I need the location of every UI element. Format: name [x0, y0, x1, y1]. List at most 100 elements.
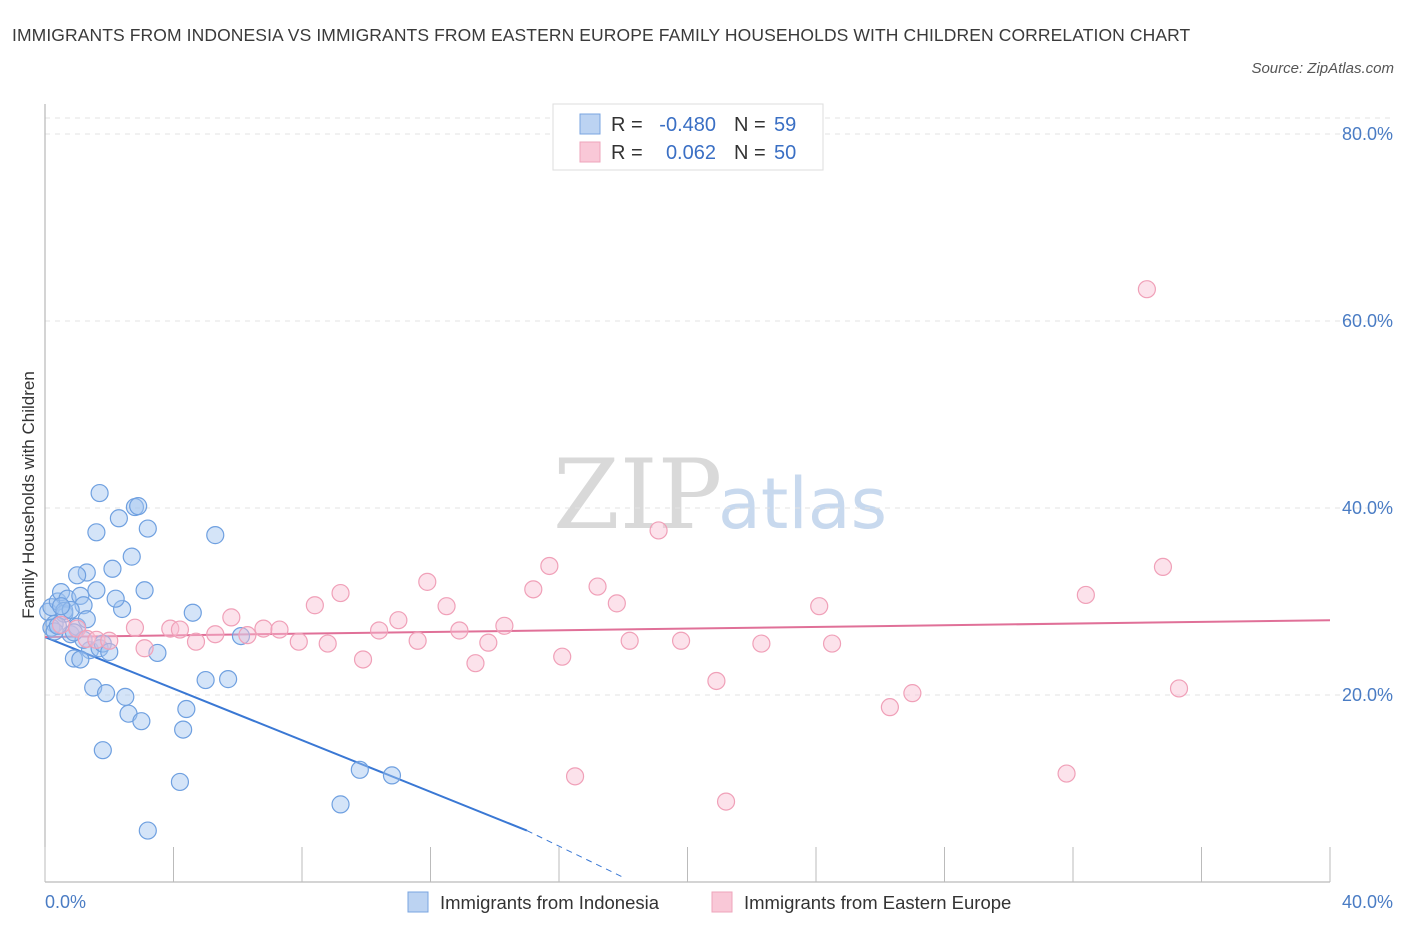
point-eastern-europe [588, 577, 607, 596]
watermark-zip: ZIP [553, 439, 722, 551]
legend-bottom: Immigrants from Indonesia Immigrants fro… [407, 891, 1011, 913]
point-eastern-europe [649, 521, 668, 540]
point-indonesia [129, 497, 148, 516]
point-eastern-europe [318, 634, 337, 653]
point-eastern-europe [222, 608, 241, 627]
point-indonesia [331, 795, 350, 814]
y-tick-label-20: 20.0% [1342, 685, 1393, 705]
point-indonesia [177, 699, 196, 719]
legend-top: R = -0.480 N = 59 R = 0.062 N = 50 [552, 103, 824, 171]
point-eastern-europe [305, 596, 324, 615]
point-eastern-europe [186, 632, 206, 651]
point-indonesia [122, 547, 141, 566]
point-eastern-europe [353, 650, 373, 669]
y-tick-label-40: 40.0% [1342, 498, 1393, 518]
point-eastern-europe [125, 618, 145, 637]
point-indonesia [206, 526, 225, 545]
point-indonesia [61, 600, 80, 620]
point-eastern-europe [752, 634, 771, 653]
bottom-legend-swatch-blue [407, 891, 429, 913]
point-indonesia [90, 483, 109, 503]
legend-swatch-pink [579, 141, 601, 163]
legend-swatch-blue [579, 113, 601, 135]
point-indonesia [116, 687, 135, 706]
point-eastern-europe [389, 611, 408, 630]
point-eastern-europe [822, 634, 842, 653]
chart-source: Source: ZipAtlas.com [1251, 60, 1394, 77]
point-eastern-europe [270, 620, 289, 639]
point-indonesia [112, 599, 132, 619]
point-eastern-europe [450, 621, 469, 640]
point-indonesia [64, 649, 84, 668]
point-eastern-europe [707, 671, 726, 691]
point-indonesia [382, 766, 402, 785]
point-indonesia [350, 760, 369, 779]
point-eastern-europe [206, 625, 225, 644]
point-eastern-europe [238, 626, 257, 645]
point-indonesia [93, 741, 112, 760]
point-indonesia [45, 622, 64, 641]
legend-n-value-pink: 50 [774, 142, 796, 164]
point-eastern-europe [161, 619, 180, 638]
point-indonesia [51, 597, 71, 616]
trend-line-indonesia-extension [526, 830, 624, 878]
point-eastern-europe [254, 619, 273, 638]
point-indonesia [96, 684, 116, 703]
point-indonesia [135, 581, 154, 600]
gridlines [45, 117, 1393, 696]
point-eastern-europe [671, 631, 691, 650]
point-eastern-europe [331, 583, 350, 603]
point-indonesia [219, 670, 238, 689]
point-eastern-europe [1153, 557, 1173, 577]
point-indonesia [103, 559, 122, 578]
point-indonesia [71, 650, 90, 669]
point-indonesia [109, 509, 128, 528]
point-indonesia [231, 626, 251, 646]
point-eastern-europe [495, 616, 514, 635]
point-eastern-europe [716, 792, 736, 811]
bottom-legend-label-indonesia: Immigrants from Indonesia [440, 892, 660, 913]
legend-r-label-blue: R = [611, 114, 643, 136]
point-indonesia [183, 603, 202, 622]
point-eastern-europe [418, 572, 437, 591]
x-tick-label-min: 0.0% [45, 892, 86, 912]
legend-r-value-blue: -0.480 [659, 114, 716, 136]
point-eastern-europe [607, 594, 626, 613]
y-tick-labels: 20.0% 40.0% 60.0% 80.0% [1342, 124, 1393, 705]
point-indonesia [68, 566, 87, 585]
watermark-atlas: atlas [718, 463, 887, 545]
point-eastern-europe [1169, 679, 1189, 698]
point-eastern-europe [880, 698, 899, 717]
trend-line-eastern-europe [44, 619, 1331, 639]
point-indonesia [106, 589, 125, 608]
point-eastern-europe [1076, 585, 1095, 605]
point-indonesia [77, 610, 96, 629]
point-indonesia [87, 523, 106, 542]
legend-r-label-pink: R = [611, 142, 643, 164]
series-indonesia-points [39, 483, 402, 840]
point-eastern-europe [1137, 280, 1156, 299]
point-indonesia [174, 720, 193, 739]
point-eastern-europe [100, 631, 119, 650]
y-tick-label-80: 80.0% [1342, 124, 1393, 144]
legend-n-label-pink: N = [734, 142, 766, 164]
axes [44, 104, 1331, 883]
legend-r-value-pink: 0.062 [666, 142, 716, 164]
point-eastern-europe [370, 621, 389, 640]
point-indonesia [51, 583, 71, 602]
point-indonesia [138, 519, 157, 538]
point-indonesia [87, 581, 106, 600]
point-eastern-europe [170, 620, 190, 639]
legend-n-value-blue: 59 [774, 114, 796, 136]
trend-line-indonesia [44, 636, 528, 832]
point-eastern-europe [87, 630, 106, 649]
point-eastern-europe [408, 631, 427, 650]
point-indonesia [170, 772, 190, 792]
y-tick-label-60: 60.0% [1342, 311, 1393, 331]
point-eastern-europe [479, 633, 498, 652]
legend-n-label-blue: N = [734, 114, 766, 136]
point-eastern-europe [540, 556, 559, 576]
x-tick-label-max: 40.0% [1342, 892, 1393, 912]
point-eastern-europe [810, 597, 829, 616]
bottom-legend-swatch-pink [711, 891, 733, 913]
